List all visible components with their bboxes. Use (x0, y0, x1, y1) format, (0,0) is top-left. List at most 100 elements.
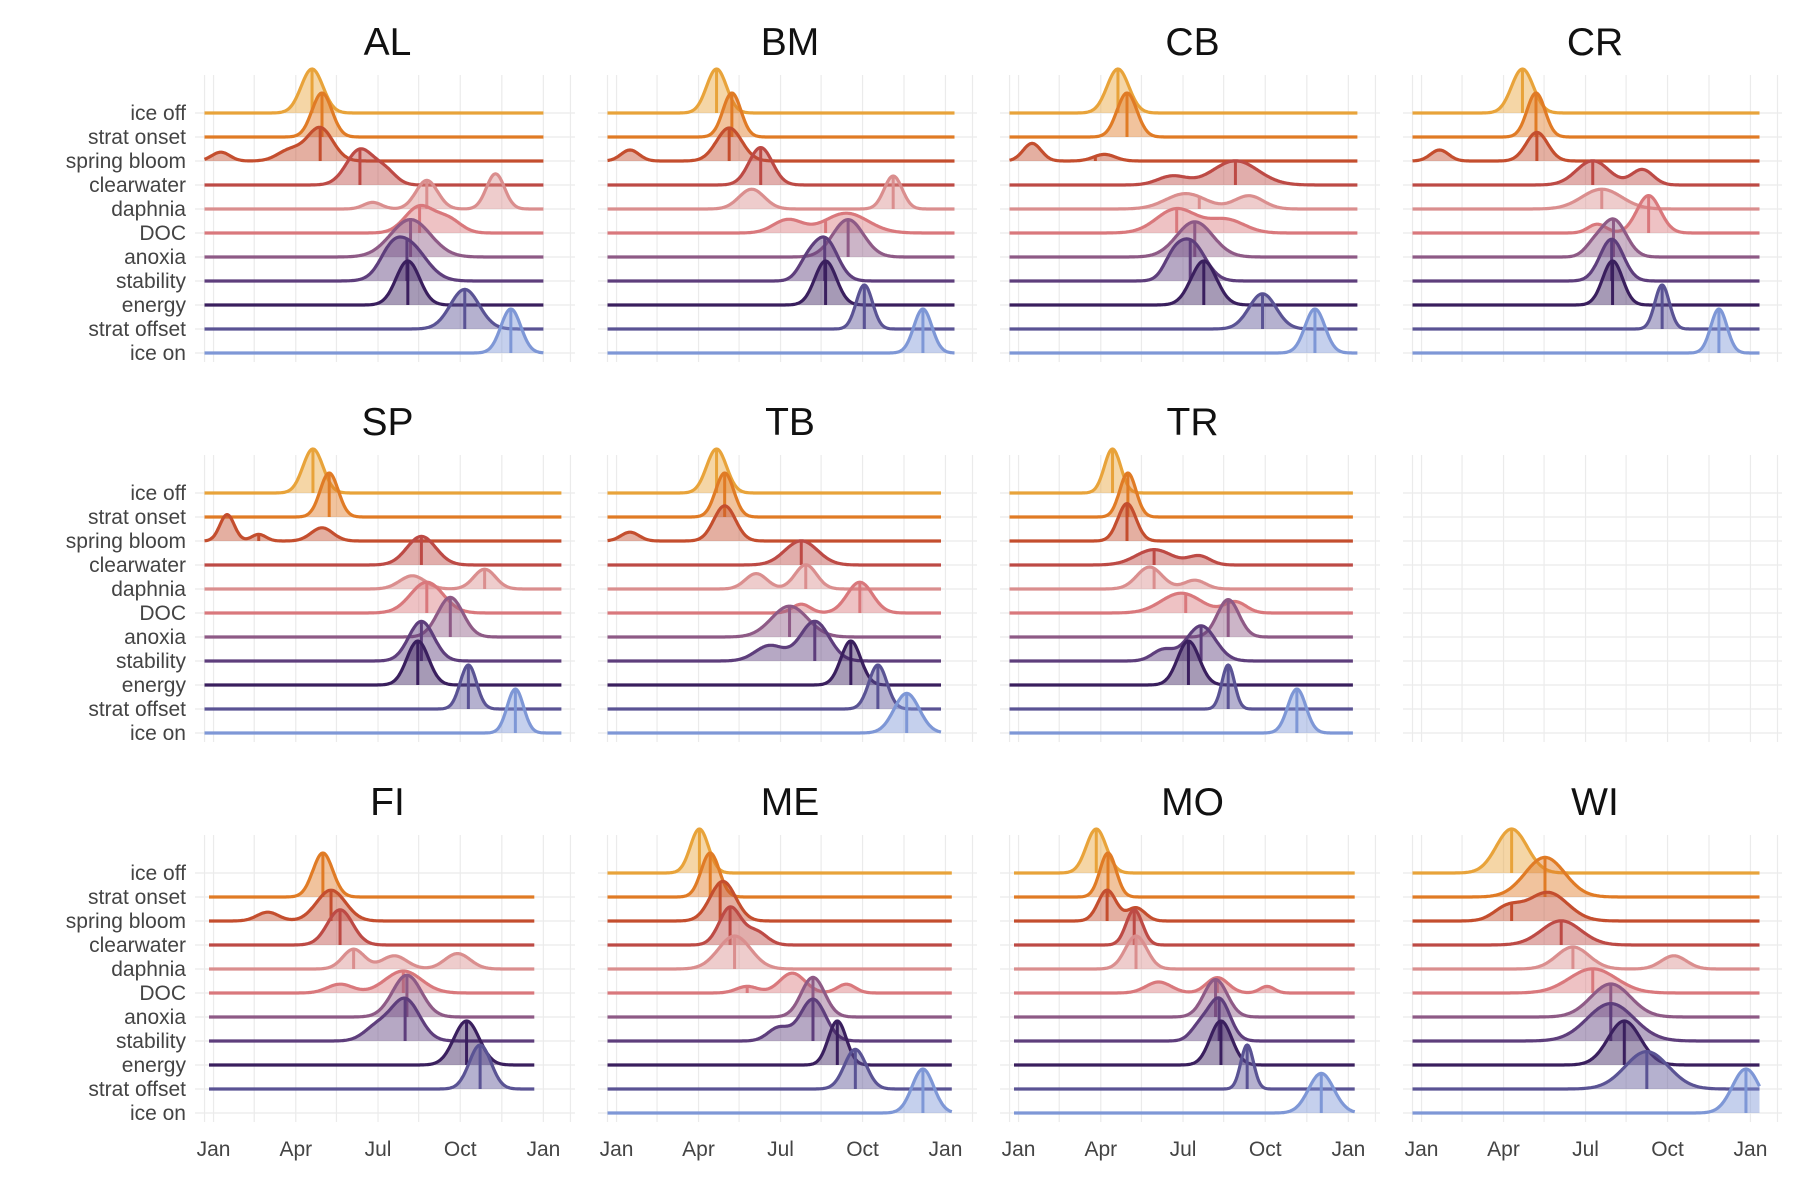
ridge-line-anoxia (203, 218, 545, 259)
ridge-line-energy (606, 1019, 953, 1067)
ridge-area-energy (1009, 641, 1353, 685)
ridge-line-strat-onset (606, 851, 953, 899)
ridge-line-ice-on (606, 1067, 953, 1115)
ridge-line-stability (1411, 1002, 1761, 1043)
x-tick-label: Oct (1651, 1138, 1684, 1161)
y-tick-label: DOC (139, 982, 186, 1005)
ridge-area-clearwater (1412, 920, 1760, 945)
ridge-area-strat-offset (607, 1049, 952, 1089)
ridge-line-daphnia (1008, 192, 1359, 211)
ridge-area-DOC (607, 213, 955, 233)
panel-MO: MO (1000, 781, 1380, 1122)
ridge-area-strat-offset (1014, 1045, 1355, 1089)
ridge-line-spring-bloom (606, 504, 942, 543)
ridge-area-strat-onset (209, 853, 535, 897)
ridge-area-DOC (1009, 208, 1358, 233)
panel-TR: TR (1000, 401, 1380, 742)
ridge-line-ice-off (203, 67, 545, 115)
y-tick-label: anoxia (124, 1006, 186, 1029)
ridge-line-strat-onset (203, 91, 545, 139)
panel-title: WI (1571, 781, 1619, 824)
ridge-area-daphnia (1009, 567, 1353, 589)
ridge-area-daphnia (607, 936, 952, 969)
y-tick-label: ice on (130, 342, 186, 365)
ridge-line-strat-onset (208, 851, 535, 899)
y-tick-label: strat offset (88, 318, 186, 341)
ridge-area-strat-onset (607, 853, 952, 897)
ridge-area-ice-on (1014, 1073, 1355, 1113)
y-tick-label: energy (122, 294, 187, 317)
ridge-area-DOC (607, 582, 941, 613)
ridge-line-energy (1411, 259, 1761, 307)
ridge-area-strat-offset (607, 285, 955, 329)
ridge-line-anoxia (606, 218, 956, 259)
ridge-line-anoxia (606, 604, 942, 639)
ridge-line-DOC (606, 580, 942, 615)
ridge-area-daphnia (204, 173, 544, 209)
ridge-line-clearwater (1008, 548, 1354, 567)
panel-title: AL (364, 21, 412, 64)
ridge-line-clearwater (203, 534, 563, 567)
y-tick-label: spring bloom (66, 910, 186, 933)
panel-AL: AL (195, 21, 575, 362)
ridge-line-daphnia (1008, 565, 1354, 591)
y-tick-label: spring bloom (66, 530, 186, 553)
y-tick-label: energy (122, 1054, 187, 1077)
ridge-line-anoxia (1008, 220, 1359, 259)
ridge-line-clearwater (1411, 919, 1761, 947)
ridge-area-stability (1009, 625, 1353, 661)
ridge-line-strat-onset (1411, 855, 1761, 899)
x-tick-label: Jan (600, 1138, 634, 1161)
ridge-area-ice-off (1014, 829, 1355, 873)
ridge-line-anoxia (1008, 598, 1354, 639)
ridge-area-ice-on (1412, 309, 1760, 353)
ridge-line-spring-bloom (1008, 141, 1359, 163)
ridge-line-daphnia (606, 934, 953, 971)
ridge-line-energy (203, 259, 545, 307)
ridge-line-spring-bloom (208, 888, 535, 923)
ridge-line-stability (1008, 237, 1359, 283)
ridge-line-ice-off (606, 827, 953, 875)
ridge-line-ice-on (606, 691, 942, 735)
panel-empty (1403, 455, 1782, 742)
ridge-area-DOC (204, 205, 544, 233)
ridge-line-daphnia (606, 563, 942, 591)
y-tick-label: stability (116, 270, 187, 293)
ridge-area-daphnia (209, 949, 535, 969)
ridge-line-energy (203, 639, 563, 687)
x-tick-label: Oct (1249, 1138, 1282, 1161)
ridge-area-clearwater (607, 906, 952, 945)
ridge-area-DOC (1014, 977, 1355, 993)
ridge-area-energy (209, 1021, 535, 1065)
y-tick-label: stability (116, 1030, 187, 1053)
ridge-line-strat-offset (606, 283, 956, 331)
ridge-line-ice-on (203, 687, 563, 735)
ridge-area-DOC (209, 971, 535, 993)
ridge-area-ice-on (1009, 309, 1358, 353)
ridge-line-strat-offset (203, 287, 545, 331)
y-tick-label: daphnia (111, 958, 186, 981)
ridge-area-stability (204, 621, 562, 661)
ridge-line-anoxia (208, 973, 535, 1019)
ridge-area-stability (209, 998, 535, 1041)
ridge-area-spring-bloom (1412, 892, 1760, 921)
ridge-area-spring-bloom (1412, 132, 1760, 161)
ridge-line-ice-off (606, 67, 956, 115)
ridge-line-ice-on (1013, 1071, 1356, 1115)
ridge-line-spring-bloom (1008, 502, 1354, 543)
panel-title: TB (765, 401, 815, 444)
ridge-area-daphnia (1412, 947, 1760, 969)
ridge-line-stability (203, 619, 563, 663)
y-tick-label: clearwater (89, 174, 186, 197)
ridge-area-ice-off (607, 829, 952, 873)
panel-title: FI (370, 781, 405, 824)
ridge-area-strat-onset (1014, 853, 1355, 897)
ridge-area-daphnia (1412, 189, 1760, 209)
x-tick-label: Jul (767, 1138, 794, 1161)
ridge-area-ice-off (1009, 449, 1353, 493)
y-tick-label: stability (116, 650, 187, 673)
ridge-area-clearwater (1014, 909, 1355, 945)
ridge-line-anoxia (606, 975, 953, 1019)
ridge-area-ice-off (1412, 829, 1760, 873)
